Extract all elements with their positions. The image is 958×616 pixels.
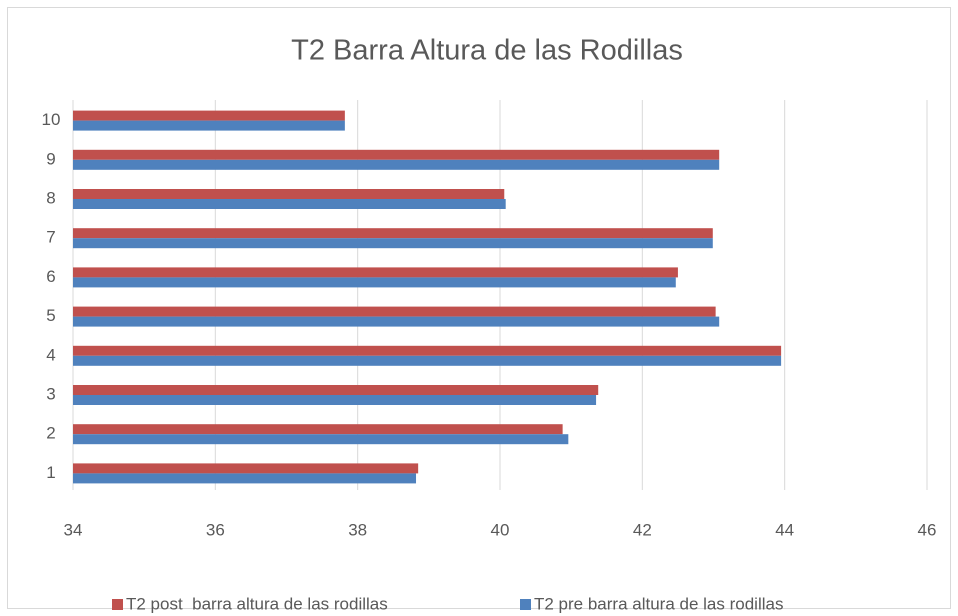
x-tick-label: 40	[491, 520, 510, 539]
bar	[73, 473, 417, 484]
y-tick-label: 5	[46, 306, 55, 325]
bar	[73, 306, 716, 317]
bar	[73, 228, 713, 239]
y-tick-label: 6	[46, 267, 55, 286]
bar	[73, 395, 597, 405]
x-tick-label: 34	[64, 520, 83, 539]
bar	[73, 463, 419, 474]
bar	[73, 316, 720, 327]
y-tick-label: 1	[46, 463, 55, 482]
bar	[73, 149, 720, 160]
bar	[73, 355, 782, 366]
legend-swatch	[520, 599, 531, 610]
bar	[73, 385, 599, 395]
y-tick-label: 10	[42, 110, 61, 129]
bar	[73, 277, 676, 288]
bar	[73, 434, 569, 445]
x-tick-label: 44	[775, 520, 794, 539]
y-tick-label: 4	[46, 345, 55, 364]
bar	[73, 159, 720, 170]
y-tick-label: 7	[46, 228, 55, 247]
x-tick-label: 38	[348, 520, 367, 539]
bar	[73, 267, 678, 278]
y-tick-label: 9	[46, 149, 55, 168]
bar	[73, 238, 713, 249]
legend-label: T2 pre barra altura de las rodillas	[534, 594, 783, 613]
legend-swatch	[112, 599, 123, 610]
x-tick-label: 36	[206, 520, 225, 539]
y-tick-label: 8	[46, 188, 55, 207]
legend-label: T2 post barra altura de las rodillas	[126, 594, 388, 613]
bar	[73, 345, 782, 356]
bar	[73, 199, 506, 209]
x-tick-label: 46	[918, 520, 937, 539]
bar	[73, 120, 345, 131]
y-tick-label: 2	[46, 424, 55, 443]
bar	[73, 110, 345, 121]
x-tick-label: 42	[633, 520, 652, 539]
y-tick-label: 3	[46, 384, 55, 403]
bar	[73, 189, 505, 199]
chart-title: T2 Barra Altura de las Rodillas	[291, 35, 683, 67]
bar	[73, 424, 563, 435]
